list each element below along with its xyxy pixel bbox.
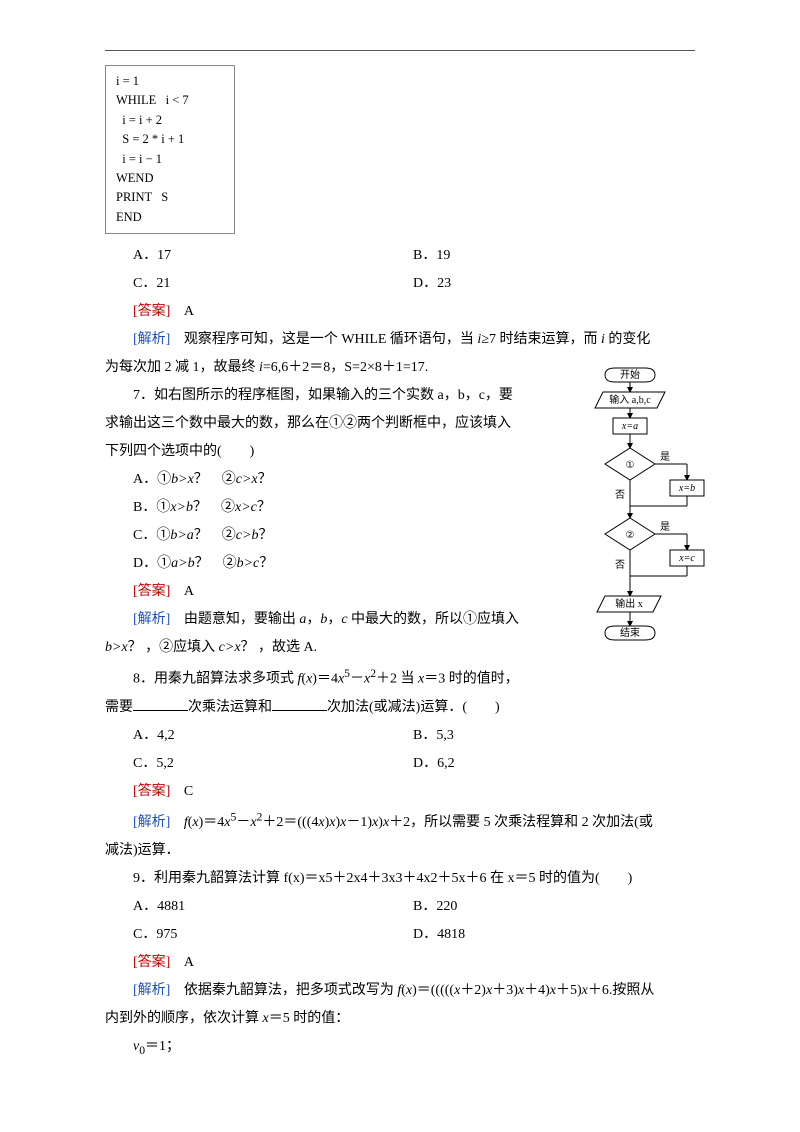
answer-label: [答案] xyxy=(133,955,170,970)
svg-text:是: 是 xyxy=(660,521,670,533)
q6-options: A．17 B．19 xyxy=(133,242,695,270)
q8-options: C．5,2 D．6,2 xyxy=(133,750,695,778)
code-line: WHILE i < 7 xyxy=(116,91,224,110)
code-line: i = 1 xyxy=(116,72,224,91)
code-line: PRINT S xyxy=(116,188,224,207)
svg-text:否: 否 xyxy=(615,559,625,571)
q8-options: A．4,2 B．5,3 xyxy=(133,722,695,750)
flowchart-diagram: 开始 输入 a,b,c x=a ① 是 x=b 否 ② 是 x=c xyxy=(575,360,715,701)
analysis-text: 内到外的顺序，依次计算 x＝5 时的值： xyxy=(105,1005,695,1033)
option-a: A．17 xyxy=(133,242,413,270)
answer-label: [答案] xyxy=(133,304,170,319)
q9-options: A．4881 B．220 xyxy=(133,893,695,921)
flowchart-svg: 开始 输入 a,b,c x=a ① 是 x=b 否 ② 是 x=c xyxy=(575,360,715,690)
answer-value: C xyxy=(184,784,193,799)
svg-text:x=a: x=a xyxy=(621,421,638,432)
svg-text:开始: 开始 xyxy=(620,368,640,381)
analysis-label: [解析] xyxy=(133,332,170,347)
code-line: WEND xyxy=(116,169,224,188)
answer-value: A xyxy=(184,584,194,599)
analysis-label: [解析] xyxy=(133,612,170,627)
analysis-text: 减法)运算． xyxy=(105,837,695,865)
svg-text:是: 是 xyxy=(660,451,670,463)
option-b: B．220 xyxy=(413,893,693,921)
analysis-text: 依据秦九韶算法，把多项式改写为 f(x)＝(((((x＋2)x＋3)x＋4)x＋… xyxy=(184,983,655,998)
code-line: END xyxy=(116,208,224,227)
option-c: C．21 xyxy=(133,270,413,298)
svg-text:输入 a,b,c: 输入 a,b,c xyxy=(609,393,651,406)
option-c: C．5,2 xyxy=(133,750,413,778)
svg-text:①: ① xyxy=(626,460,635,471)
option-b: B．5,3 xyxy=(413,722,693,750)
analysis-text: v0＝1； xyxy=(105,1033,695,1062)
analysis-text: 由题意知，要输出 a，b，c 中最大的数，所以①应填入 xyxy=(184,612,519,627)
svg-text:x=b: x=b xyxy=(678,483,695,494)
pseudocode-box: i = 1 WHILE i < 7 i = i + 2 S = 2 * i + … xyxy=(105,65,235,234)
svg-text:输出 x: 输出 x xyxy=(615,597,643,610)
svg-text:否: 否 xyxy=(615,489,625,501)
option-c: C．975 xyxy=(133,921,413,949)
answer-value: A xyxy=(184,304,194,319)
code-line: S = 2 * i + 1 xyxy=(116,130,224,149)
analysis-text: f(x)＝4x5－x2＋2＝(((4x)x)x－1)x)x＋2，所以需要 5 次… xyxy=(184,815,653,830)
answer-label: [答案] xyxy=(133,784,170,799)
q9-stem: 9．利用秦九韶算法计算 f(x)＝x5＋2x4＋3x3＋4x2＋5x＋6 在 x… xyxy=(105,865,695,893)
answer-label: [答案] xyxy=(133,584,170,599)
svg-text:结束: 结束 xyxy=(620,626,640,639)
option-b: B．19 xyxy=(413,242,693,270)
option-d: D．4818 xyxy=(413,921,693,949)
option-d: D．6,2 xyxy=(413,750,693,778)
analysis-label: [解析] xyxy=(133,815,170,830)
analysis-label: [解析] xyxy=(133,983,170,998)
code-line: i = i − 1 xyxy=(116,150,224,169)
q6-options: C．21 D．23 xyxy=(133,270,695,298)
analysis-text: 观察程序可知，这是一个 WHILE 循环语句，当 i≥7 时结束运算，而 i 的… xyxy=(184,332,651,347)
q9-options: C．975 D．4818 xyxy=(133,921,695,949)
option-d: D．23 xyxy=(413,270,693,298)
option-a: A．4881 xyxy=(133,893,413,921)
svg-text:②: ② xyxy=(626,530,635,541)
svg-text:x=c: x=c xyxy=(678,553,695,564)
answer-value: A xyxy=(184,955,194,970)
code-line: i = i + 2 xyxy=(116,111,224,130)
option-a: A．4,2 xyxy=(133,722,413,750)
